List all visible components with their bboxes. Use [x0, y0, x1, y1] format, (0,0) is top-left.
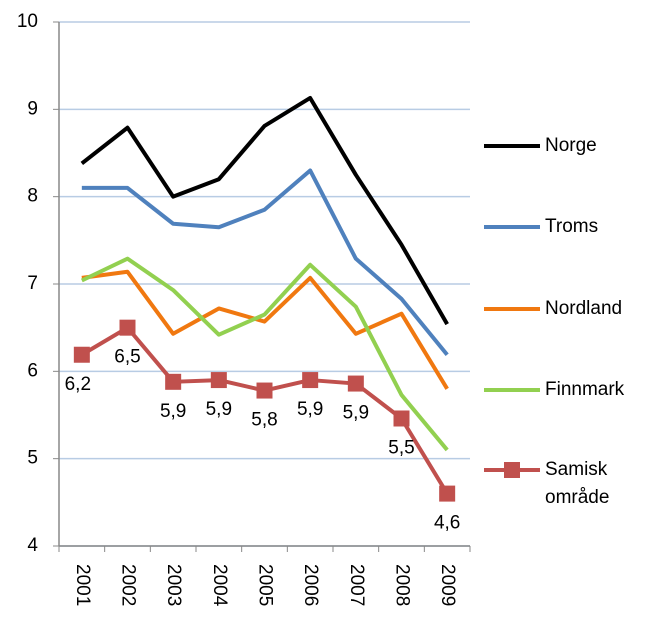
data-label: 5,9	[206, 399, 232, 420]
x-tick-label: 2008	[391, 564, 412, 606]
y-tick-label: 8	[27, 186, 38, 207]
marker	[302, 372, 319, 389]
marker	[439, 485, 456, 502]
y-tick-label: 4	[27, 535, 38, 556]
legend-label: Norge	[545, 135, 597, 156]
x-tick-label: 2004	[209, 564, 230, 607]
series-line	[80, 256, 449, 452]
series-line	[80, 95, 449, 326]
marker	[165, 373, 182, 390]
data-label: 5,8	[251, 410, 277, 431]
legend-label: Troms	[545, 216, 599, 237]
legend-label: Samisk område	[545, 459, 610, 508]
x-tick-label: 2001	[72, 564, 93, 606]
y-tick-label: 10	[17, 11, 38, 32]
legend-marker	[504, 462, 520, 478]
marker	[393, 410, 410, 427]
data-label: 5,9	[343, 403, 369, 424]
series-line	[81, 168, 449, 357]
marker	[210, 372, 227, 389]
x-tick-label: 2003	[163, 564, 184, 606]
data-label: 5,9	[297, 399, 323, 420]
legend-label: Finnmark	[545, 379, 625, 400]
marker	[119, 319, 136, 336]
legend-label: Nordland	[545, 298, 623, 319]
x-tick-label: 2005	[254, 564, 275, 606]
marker	[347, 375, 364, 392]
data-label: 4,6	[434, 513, 460, 534]
y-tick-label: 5	[27, 448, 38, 469]
data-label: 5,9	[160, 401, 186, 422]
x-tick-label: 2009	[437, 564, 458, 606]
y-tick-label: 7	[27, 273, 38, 294]
data-label: 5,5	[388, 438, 414, 459]
series-line	[81, 269, 449, 390]
data-label: 6,5	[114, 347, 140, 368]
y-tick-label: 9	[27, 98, 38, 119]
y-tick-label: 6	[27, 360, 38, 381]
marker	[73, 346, 90, 363]
marker	[256, 382, 273, 399]
data-label: 6,2	[65, 374, 91, 395]
x-tick-label: 2002	[117, 564, 138, 606]
x-tick-label: 2006	[300, 564, 321, 606]
x-tick-label: 2007	[346, 564, 367, 606]
